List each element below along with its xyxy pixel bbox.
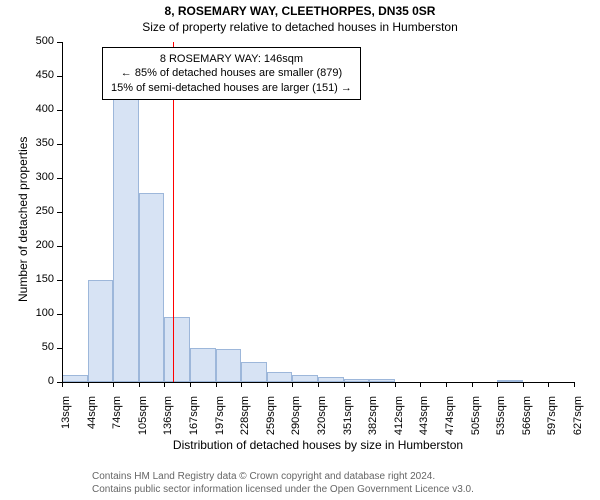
x-tick-label: 505sqm bbox=[470, 396, 482, 446]
annotation-box: 8 ROSEMARY WAY: 146sqm ← 85% of detached… bbox=[102, 47, 361, 100]
x-tick-label: 167sqm bbox=[188, 396, 200, 446]
x-tick-label: 382sqm bbox=[367, 396, 379, 446]
y-tick-label: 200 bbox=[24, 239, 54, 251]
x-tick-label: 474sqm bbox=[444, 396, 456, 446]
y-tick-label: 500 bbox=[24, 35, 54, 47]
footer-line-2: Contains public sector information licen… bbox=[92, 483, 474, 496]
x-tick-label: 136sqm bbox=[162, 396, 174, 446]
x-tick-label: 535sqm bbox=[495, 396, 507, 446]
histogram-bar bbox=[62, 375, 88, 382]
footer-attribution: Contains HM Land Registry data © Crown c… bbox=[92, 470, 474, 496]
x-tick-label: 44sqm bbox=[86, 396, 98, 446]
y-tick-label: 100 bbox=[24, 307, 54, 319]
annotation-line-3: 15% of semi-detached houses are larger (… bbox=[111, 81, 352, 95]
y-tick-label: 350 bbox=[24, 137, 54, 149]
histogram-bar bbox=[216, 349, 242, 382]
x-tick-label: 597sqm bbox=[546, 396, 558, 446]
x-axis-line bbox=[62, 382, 574, 383]
x-tick-label: 105sqm bbox=[137, 396, 149, 446]
histogram-bar bbox=[88, 280, 114, 382]
x-tick-label: 290sqm bbox=[290, 396, 302, 446]
x-tick-label: 351sqm bbox=[342, 396, 354, 446]
chart-container: 8, ROSEMARY WAY, CLEETHORPES, DN35 0SR S… bbox=[0, 0, 600, 500]
y-axis-line bbox=[62, 42, 63, 382]
x-tick-label: 197sqm bbox=[214, 396, 226, 446]
x-tick-label: 412sqm bbox=[393, 396, 405, 446]
chart-title-secondary: Size of property relative to detached ho… bbox=[0, 20, 600, 34]
x-tick-label: 566sqm bbox=[521, 396, 533, 446]
x-tick-label: 74sqm bbox=[111, 396, 123, 446]
y-tick-label: 0 bbox=[24, 375, 54, 387]
histogram-bar bbox=[113, 90, 139, 382]
histogram-bar bbox=[241, 362, 267, 382]
y-tick-label: 450 bbox=[24, 69, 54, 81]
y-tick-label: 250 bbox=[24, 205, 54, 217]
y-tick-label: 400 bbox=[24, 103, 54, 115]
x-tick-label: 627sqm bbox=[572, 396, 584, 446]
y-tick-label: 50 bbox=[24, 341, 54, 353]
histogram-bar bbox=[139, 193, 165, 382]
histogram-bar bbox=[164, 317, 190, 382]
y-tick-label: 300 bbox=[24, 171, 54, 183]
histogram-bar bbox=[267, 372, 293, 382]
annotation-line-1: 8 ROSEMARY WAY: 146sqm bbox=[111, 52, 352, 66]
chart-title-primary: 8, ROSEMARY WAY, CLEETHORPES, DN35 0SR bbox=[0, 4, 600, 18]
x-tick-mark bbox=[574, 382, 575, 387]
y-tick-label: 150 bbox=[24, 273, 54, 285]
histogram-bar bbox=[292, 375, 318, 382]
x-tick-label: 13sqm bbox=[60, 396, 72, 446]
footer-line-1: Contains HM Land Registry data © Crown c… bbox=[92, 470, 474, 483]
histogram-bar bbox=[190, 348, 216, 382]
x-tick-label: 228sqm bbox=[239, 396, 251, 446]
x-tick-label: 443sqm bbox=[418, 396, 430, 446]
x-tick-label: 259sqm bbox=[265, 396, 277, 446]
x-tick-label: 320sqm bbox=[316, 396, 328, 446]
annotation-line-2: ← 85% of detached houses are smaller (87… bbox=[111, 66, 352, 80]
